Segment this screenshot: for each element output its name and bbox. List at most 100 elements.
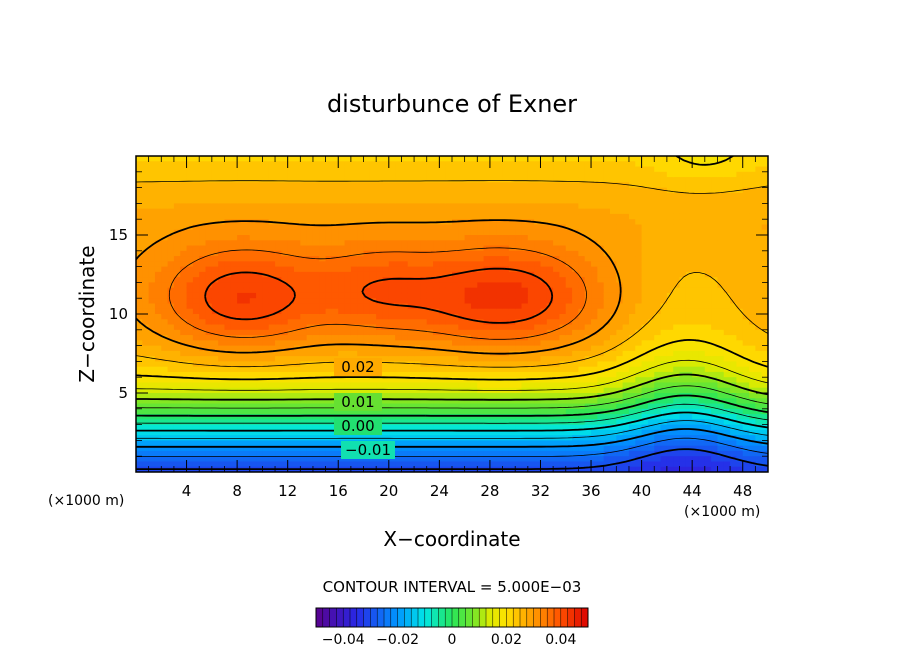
field-cell <box>237 382 245 389</box>
field-cell <box>489 192 497 199</box>
field-cell <box>433 271 440 278</box>
field-cell <box>603 277 611 283</box>
field-cell <box>578 171 586 178</box>
field-cell <box>161 156 169 162</box>
field-cell <box>452 224 459 231</box>
field-cell <box>527 245 535 252</box>
field-cell <box>470 245 478 252</box>
field-cell <box>173 166 181 173</box>
field-cell <box>243 382 251 389</box>
field-cell <box>647 361 655 368</box>
field-cell <box>243 408 251 415</box>
field-cell <box>230 229 238 236</box>
field-cell <box>477 213 485 220</box>
field-cell <box>287 429 295 436</box>
field-cell <box>521 424 529 431</box>
field-cell <box>426 424 434 431</box>
field-cell <box>281 366 289 373</box>
field-cell <box>363 303 371 310</box>
field-cell <box>433 314 440 320</box>
field-cell <box>205 456 213 463</box>
field-cell <box>382 235 390 241</box>
field-cell <box>312 161 320 168</box>
field-cell <box>591 350 598 357</box>
field-cell <box>572 292 579 299</box>
field-cell <box>350 166 358 173</box>
field-cell <box>439 356 447 362</box>
field-cell <box>319 208 327 215</box>
field-cell <box>458 393 466 399</box>
field-cell <box>287 271 295 278</box>
field-cell <box>414 335 421 341</box>
field-cell <box>452 319 459 326</box>
field-cell <box>470 314 478 320</box>
field-cell <box>180 198 188 204</box>
field-cell <box>546 187 554 194</box>
field-cell <box>325 203 333 210</box>
field-cell <box>483 192 491 199</box>
field-cell <box>540 298 548 305</box>
field-cell <box>338 377 346 384</box>
field-cell <box>287 161 295 168</box>
field-cell <box>344 161 352 168</box>
field-cell <box>148 229 156 236</box>
field-cell <box>167 187 175 194</box>
field-cell <box>376 298 384 305</box>
field-cell <box>540 266 548 273</box>
field-cell <box>186 287 194 294</box>
field-cell <box>572 461 579 468</box>
field-cell <box>654 266 662 273</box>
field-cell <box>559 398 567 405</box>
field-cell <box>192 382 200 389</box>
field-cell <box>192 250 200 257</box>
field-cell <box>186 308 194 315</box>
field-cell <box>414 187 421 194</box>
field-cell <box>161 445 169 452</box>
field-cell <box>553 377 561 384</box>
field-cell <box>224 166 232 173</box>
field-cell <box>211 287 219 294</box>
field-cell <box>559 356 567 362</box>
field-cell <box>578 382 586 389</box>
field-cell <box>527 240 535 247</box>
field-cell <box>395 314 403 320</box>
field-cell <box>597 177 605 183</box>
field-cell <box>616 366 624 373</box>
field-cell <box>388 324 396 331</box>
field-cell <box>603 350 611 357</box>
field-cell <box>306 366 314 373</box>
field-cell <box>249 403 257 410</box>
field-cell <box>237 266 245 273</box>
field-cell <box>199 208 207 215</box>
field-cell <box>249 208 257 215</box>
field-cell <box>268 314 276 320</box>
field-cell <box>300 377 308 384</box>
field-cell <box>344 461 352 468</box>
field-cell <box>559 229 567 236</box>
field-cell <box>584 461 592 468</box>
field-cell <box>395 398 403 405</box>
field-cell <box>268 371 276 378</box>
field-cell <box>439 456 447 463</box>
field-cell <box>483 208 491 215</box>
field-cell <box>319 156 327 162</box>
field-cell <box>161 229 169 236</box>
field-cell <box>635 271 643 278</box>
field-cell <box>211 382 219 389</box>
field-cell <box>647 350 655 357</box>
field-cell <box>433 377 440 384</box>
field-cell <box>218 287 226 294</box>
field-cell <box>470 414 478 420</box>
field-cell <box>426 350 434 357</box>
field-cell <box>565 182 573 189</box>
field-cell <box>350 182 358 189</box>
field-cell <box>161 240 169 247</box>
field-cell <box>230 456 238 463</box>
field-cell <box>180 440 188 447</box>
field-cell <box>641 435 649 441</box>
field-cell <box>622 277 630 283</box>
field-cell <box>477 403 485 410</box>
field-cell <box>527 350 535 357</box>
field-cell <box>161 398 169 405</box>
field-cell <box>262 408 270 415</box>
